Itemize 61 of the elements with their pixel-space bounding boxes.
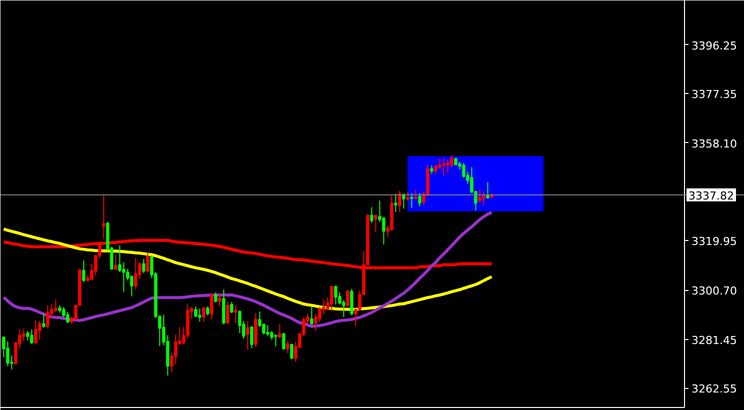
- candlestick: [114, 254, 118, 270]
- candlestick: [226, 301, 230, 324]
- candlestick: [446, 159, 450, 174]
- candlestick: [234, 304, 238, 324]
- candlestick: [130, 275, 134, 297]
- candlestick: [42, 313, 46, 328]
- candlestick: [478, 189, 482, 203]
- candlestick: [370, 206, 374, 224]
- candlestick: [250, 326, 254, 349]
- y-tick-label: 3319.95: [692, 235, 737, 248]
- candlestick: [214, 292, 218, 304]
- candlestick: [38, 320, 42, 340]
- candlestick: [194, 306, 198, 318]
- candlestick: [350, 288, 354, 316]
- candlestick: [218, 294, 222, 307]
- candlestick: [246, 320, 250, 350]
- candlestick: [482, 190, 486, 206]
- candlestick: [122, 262, 126, 293]
- candlestick: [82, 260, 86, 283]
- candlestick: [282, 332, 286, 350]
- candlestick: [398, 190, 402, 213]
- candlestick: [66, 311, 70, 324]
- candlestick: [346, 289, 350, 308]
- candlestick: [46, 304, 50, 329]
- candlestick: [342, 300, 346, 318]
- y-tick-label: 3300.70: [692, 284, 737, 298]
- candlestick: [486, 182, 490, 200]
- candlestick: [142, 258, 146, 274]
- candlestick: [54, 298, 58, 312]
- y-tick-label: 3358.10: [692, 137, 737, 150]
- candlestick: [330, 286, 334, 312]
- y-tick-label: 3377.35: [692, 88, 737, 101]
- candlestick: [210, 293, 214, 320]
- candlestick: [202, 306, 206, 322]
- ref-line-label: 3337.82: [688, 189, 734, 202]
- candlestick: [174, 334, 178, 365]
- y-tick-label: 3281.45: [692, 334, 737, 348]
- candlestick: [30, 328, 34, 344]
- candlestick: [334, 285, 338, 306]
- candlestick: [266, 324, 270, 337]
- y-tick-label: 3396.25: [692, 39, 737, 52]
- candlestick: [22, 328, 26, 342]
- candlestick: [450, 154, 454, 168]
- candlestick: [198, 308, 202, 322]
- candlestick: [442, 158, 446, 177]
- line-series: [2, 210, 494, 328]
- candlestick: [394, 193, 398, 213]
- candlestick: [26, 330, 30, 341]
- candlestick: [230, 301, 234, 314]
- y-tick-label: 3262.55: [692, 382, 737, 396]
- candlestick: [382, 216, 386, 245]
- candlestick: [278, 324, 282, 339]
- candlestick: [286, 340, 290, 354]
- candlestick: [146, 252, 150, 273]
- candlestick: [102, 194, 106, 240]
- candlestick: [134, 257, 138, 290]
- candlestick: [410, 192, 414, 208]
- candlestick: [310, 306, 314, 326]
- candlestick: [374, 214, 378, 233]
- candlestick: [418, 192, 422, 207]
- candlestick: [34, 320, 38, 344]
